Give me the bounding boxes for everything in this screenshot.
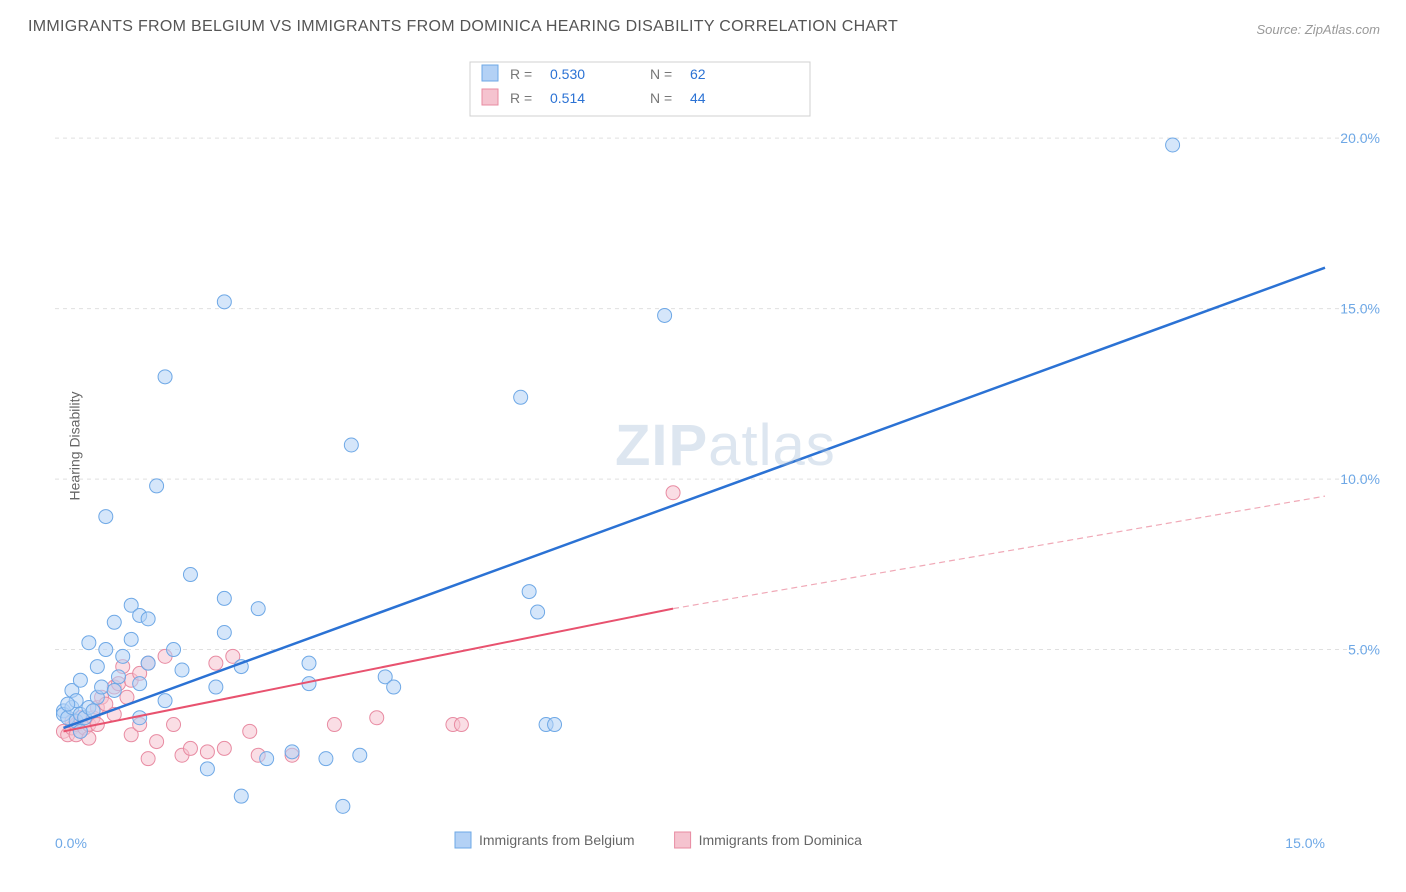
series-legend: Immigrants from Belgium Immigrants from D… (455, 832, 862, 848)
svg-text:15.0%: 15.0% (1340, 301, 1380, 317)
svg-text:Immigrants from Belgium: Immigrants from Belgium (479, 832, 635, 848)
svg-text:0.530: 0.530 (550, 66, 585, 82)
trend-lines (63, 268, 1325, 732)
svg-text:R =: R = (510, 90, 532, 106)
svg-text:5.0%: 5.0% (1348, 642, 1380, 658)
svg-text:10.0%: 10.0% (1340, 471, 1380, 487)
watermark: ZIPatlas (615, 413, 836, 478)
grid-lines (55, 138, 1375, 649)
svg-text:N =: N = (650, 90, 672, 106)
y-tick-labels: 5.0% 10.0% 15.0% 20.0% (1340, 130, 1380, 657)
svg-text:62: 62 (690, 66, 706, 82)
svg-text:0.514: 0.514 (550, 90, 585, 106)
chart-title: IMMIGRANTS FROM BELGIUM VS IMMIGRANTS FR… (28, 18, 898, 36)
svg-text:Immigrants from Dominica: Immigrants from Dominica (699, 832, 863, 848)
svg-text:N =: N = (650, 66, 672, 82)
chart-area: ZIPatlas 5.0% 10.0% 15.0% 20.0% 0.0% 15.0% R… (55, 50, 1385, 850)
svg-text:20.0%: 20.0% (1340, 130, 1380, 146)
svg-text:R =: R = (510, 66, 532, 82)
scatter-chart-svg: ZIPatlas 5.0% 10.0% 15.0% 20.0% 0.0% 15.0% R… (55, 50, 1385, 850)
correlation-legend: R = 0.530 N = 62 R = 0.514 N = 44 (470, 62, 810, 116)
svg-text:15.0%: 15.0% (1285, 835, 1325, 850)
source-attribution: Source: ZipAtlas.com (1256, 22, 1380, 37)
svg-text:0.0%: 0.0% (55, 835, 87, 850)
svg-text:44: 44 (690, 90, 706, 106)
